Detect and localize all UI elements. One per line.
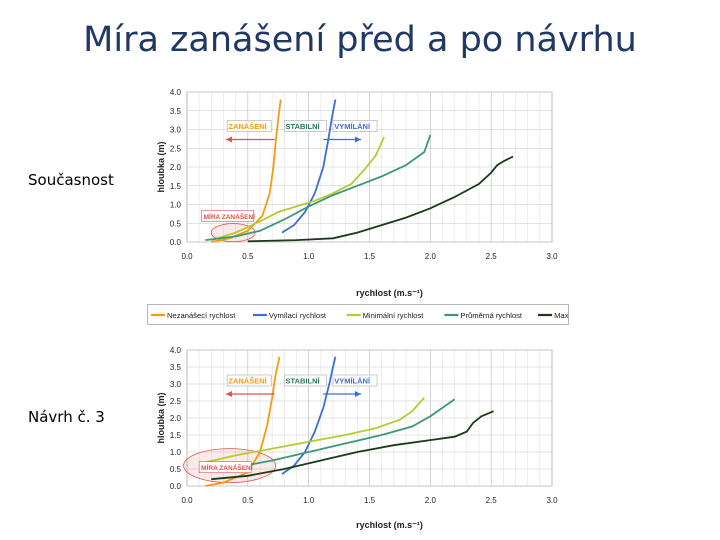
zanaseni-arrowhead: [225, 391, 232, 397]
y-tick-label: 4.0: [170, 88, 182, 97]
series-line-black: [247, 155, 514, 243]
y-tick-label: 2.0: [170, 163, 182, 172]
y-tick-label: 3.0: [170, 380, 182, 389]
zanaseni-label: ZANÁŠENÍ: [228, 377, 267, 386]
x-tick-label: 0.0: [181, 496, 193, 505]
mira-zanaseni-box: [201, 210, 254, 222]
y-tick-label: 1.0: [170, 201, 182, 210]
y-tick-label: 3.5: [170, 107, 182, 116]
series-line-orange: [205, 356, 281, 487]
legend-entry: Minimální rychlost: [363, 311, 425, 320]
y-tick-label: 2.5: [170, 144, 182, 153]
y-tick-label: 2.0: [170, 414, 182, 423]
vymilani-arrowhead: [354, 136, 361, 143]
x-tick-label: 3.0: [546, 252, 558, 261]
legend-entry: Maximální rychlost: [554, 311, 569, 320]
y-axis-label: hloubka (m): [156, 392, 166, 443]
y-axis-label: hloubka (m): [156, 141, 166, 192]
x-tick-label: 1.5: [364, 496, 376, 505]
y-tick-label: 1.0: [170, 448, 182, 457]
x-tick-label: 0.5: [242, 252, 254, 261]
series-line-green: [211, 136, 385, 241]
stabilni-label: STABILNÍ: [286, 122, 321, 131]
vymilani-arrowhead: [354, 391, 361, 397]
mira-zanaseni-box: [198, 461, 252, 473]
mira-zanaseni-label: MÍRA ZANÁŠENÍ: [204, 212, 256, 221]
row-label-design-3: Návrh č. 3: [28, 408, 105, 426]
x-tick-label: 0.0: [181, 252, 193, 261]
x-tick-label: 1.0: [303, 252, 315, 261]
mira-zanaseni-label: MÍRA ZANÁŠENÍ: [201, 463, 253, 472]
stabilni-label: STABILNÍ: [286, 377, 321, 386]
y-tick-label: 4.0: [170, 346, 182, 355]
vymilani-label: VYMÍLÁNÍ: [334, 122, 371, 131]
legend-entry: Průměrná rychlost: [460, 311, 523, 320]
series-line-blue: [281, 99, 337, 234]
legend-entry: Vymílací rychlost: [269, 311, 327, 320]
x-tick-label: 2.0: [425, 252, 437, 261]
series-line-green: [205, 396, 425, 464]
x-tick-label: 2.5: [486, 496, 498, 505]
y-tick-label: 1.5: [170, 182, 182, 191]
chart-design-3: 0.0 0.5 1.0 1.5 2.0 2.5 3.0 0.0 0.5 1.0 1.5 2.0 2.5 3…: [147, 338, 569, 534]
x-tick-label: 0.5: [242, 496, 254, 505]
zanaseni-arrowhead: [225, 136, 232, 143]
y-tick-label: 0.5: [170, 219, 182, 228]
y-tick-label: 3.5: [170, 363, 182, 372]
y-tick-label: 1.5: [170, 431, 182, 440]
chart-legend: Nezanášecí rychlost Vymílací rychlost Mini…: [147, 304, 569, 325]
legend-entry: Nezanášecí rychlost: [167, 311, 236, 320]
x-tick-label: 2.0: [425, 496, 437, 505]
series-line-black: [211, 410, 494, 481]
series-line-blue: [281, 356, 337, 475]
y-tick-label: 3.0: [170, 126, 182, 135]
y-tick-label: 2.5: [170, 397, 182, 406]
vymilani-box: [332, 374, 378, 387]
slide-title: Míra zanášení před a po návrhu: [83, 20, 637, 60]
x-tick-label: 2.5: [486, 252, 498, 261]
series-line-teal: [205, 134, 432, 241]
y-tick-label: 0.0: [170, 482, 182, 491]
y-tick-label: 0.5: [170, 465, 182, 474]
x-tick-label: 3.0: [546, 496, 558, 505]
x-tick-label: 1.0: [303, 496, 315, 505]
stabilni-box: [284, 120, 327, 132]
vymilani-box: [332, 120, 378, 132]
x-axis-label: rychlost (m.s⁻¹): [356, 520, 423, 530]
chart-current: 0.0 0.5 1.0 1.5 2.0 2.5 3.0 0.0 0.5 1.0 1.5 2.0 2.5 3…: [147, 82, 569, 302]
y-tick-label: 0.0: [170, 238, 182, 247]
row-label-current: Současnost: [28, 171, 114, 189]
vymilani-label: VYMÍLÁNÍ: [334, 377, 371, 386]
stabilni-box: [284, 374, 327, 387]
x-tick-label: 1.5: [364, 252, 376, 261]
series-line-teal: [205, 398, 456, 472]
x-axis-label: rychlost (m.s⁻¹): [356, 288, 423, 298]
zanaseni-box: [226, 120, 272, 132]
zanaseni-label: ZANÁŠENÍ: [228, 122, 267, 131]
zanaseni-box: [226, 374, 272, 387]
